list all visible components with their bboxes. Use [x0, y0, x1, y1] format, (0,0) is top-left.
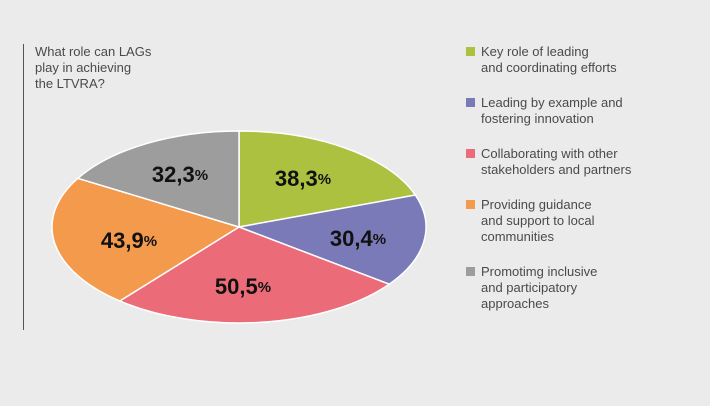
legend-swatch — [466, 149, 475, 158]
slice-value-label: 50,5% — [215, 274, 271, 299]
legend-label: Providing guidance and support to local … — [481, 197, 595, 244]
pie-slice — [236, 194, 427, 286]
legend-swatch — [466, 267, 475, 276]
legend-swatch — [466, 200, 475, 209]
question-line: What role can LAGs — [35, 44, 152, 59]
slice-value-label: 38,3% — [275, 166, 331, 191]
pie-slice — [118, 226, 391, 324]
slice-value-label: 30,4% — [330, 226, 386, 251]
legend-swatch — [466, 47, 475, 56]
pie-slice — [76, 130, 240, 229]
slice-value-label: 43,9% — [101, 228, 157, 253]
legend-label: Promotimg inclusive and participatory ap… — [481, 264, 598, 311]
slice-value-label: 32,3% — [152, 162, 208, 187]
vertical-divider — [23, 44, 24, 330]
legend-label: Leading by example and fostering innovat… — [481, 95, 623, 126]
legend-label: Key role of leading and coordinating eff… — [481, 44, 617, 75]
legend-label: Collaborating with other stakeholders an… — [481, 146, 632, 177]
chart-question: What role can LAGs play in achieving the… — [35, 44, 205, 92]
pie-slice — [51, 177, 241, 302]
question-line: the LTVRA? — [35, 76, 105, 91]
question-line: play in achieving — [35, 60, 132, 75]
legend-swatch — [466, 98, 475, 107]
